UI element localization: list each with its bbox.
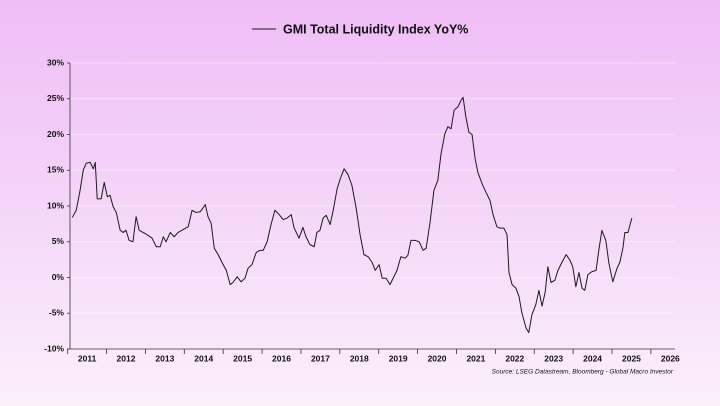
y-tick-label: -5%	[49, 308, 65, 318]
y-tick-label: 25%	[47, 93, 64, 103]
x-tick-label: 2012	[117, 353, 136, 363]
x-tick-label: 2014	[194, 353, 213, 363]
x-tick-label: 2025	[622, 353, 641, 363]
x-tick-label: 2011	[78, 353, 97, 363]
x-tick-label: 2021	[466, 353, 485, 363]
series-line	[71, 96, 633, 334]
y-tick-label: 15%	[47, 165, 64, 175]
x-tick-label: 2023	[544, 353, 563, 363]
x-tick-label: 2017	[311, 353, 330, 363]
x-tick-label: 2016	[272, 353, 291, 363]
y-tick-label: 30%	[47, 57, 64, 67]
x-tick-label: 2013	[155, 353, 174, 363]
x-tick-label: 2018	[350, 353, 369, 363]
source-note: Source: LSEG Datastream, Bloomberg - Glo…	[492, 369, 674, 376]
x-tick-label: 2019	[389, 353, 408, 363]
x-tick-label: 2015	[233, 353, 252, 363]
y-tick-label: 5%	[52, 236, 65, 246]
y-tick-label: 10%	[47, 200, 64, 210]
x-tick-label: 2020	[428, 353, 447, 363]
legend-label: GMI Total Liquidity Index YoY%	[283, 22, 468, 36]
x-tick-label: 2022	[505, 353, 524, 363]
y-tick-label: 0%	[52, 272, 65, 282]
x-tick-label: 2024	[583, 353, 602, 363]
x-tick-label: 2026	[661, 353, 680, 363]
y-tick-label: 20%	[47, 129, 64, 139]
y-tick-label: -10%	[44, 343, 64, 353]
